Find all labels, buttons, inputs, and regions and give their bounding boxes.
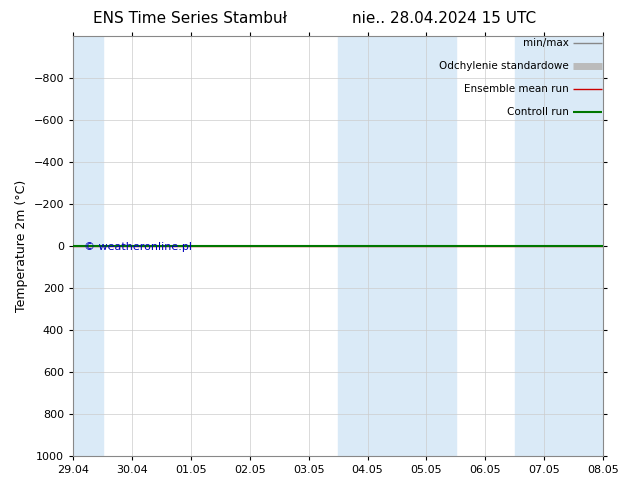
Text: ENS Time Series Stambuł: ENS Time Series Stambuł — [93, 11, 287, 26]
Bar — [44, 36, 103, 456]
Text: nie.. 28.04.2024 15 UTC: nie.. 28.04.2024 15 UTC — [352, 11, 536, 26]
Bar — [515, 36, 633, 456]
Text: © weatheronline.pl: © weatheronline.pl — [84, 242, 191, 252]
Bar — [338, 36, 456, 456]
Text: Ensemble mean run: Ensemble mean run — [464, 84, 569, 94]
Text: Controll run: Controll run — [507, 107, 569, 117]
Y-axis label: Temperature 2m (°C): Temperature 2m (°C) — [15, 180, 28, 312]
Text: Odchylenie standardowe: Odchylenie standardowe — [439, 61, 569, 71]
Text: min/max: min/max — [523, 38, 569, 48]
